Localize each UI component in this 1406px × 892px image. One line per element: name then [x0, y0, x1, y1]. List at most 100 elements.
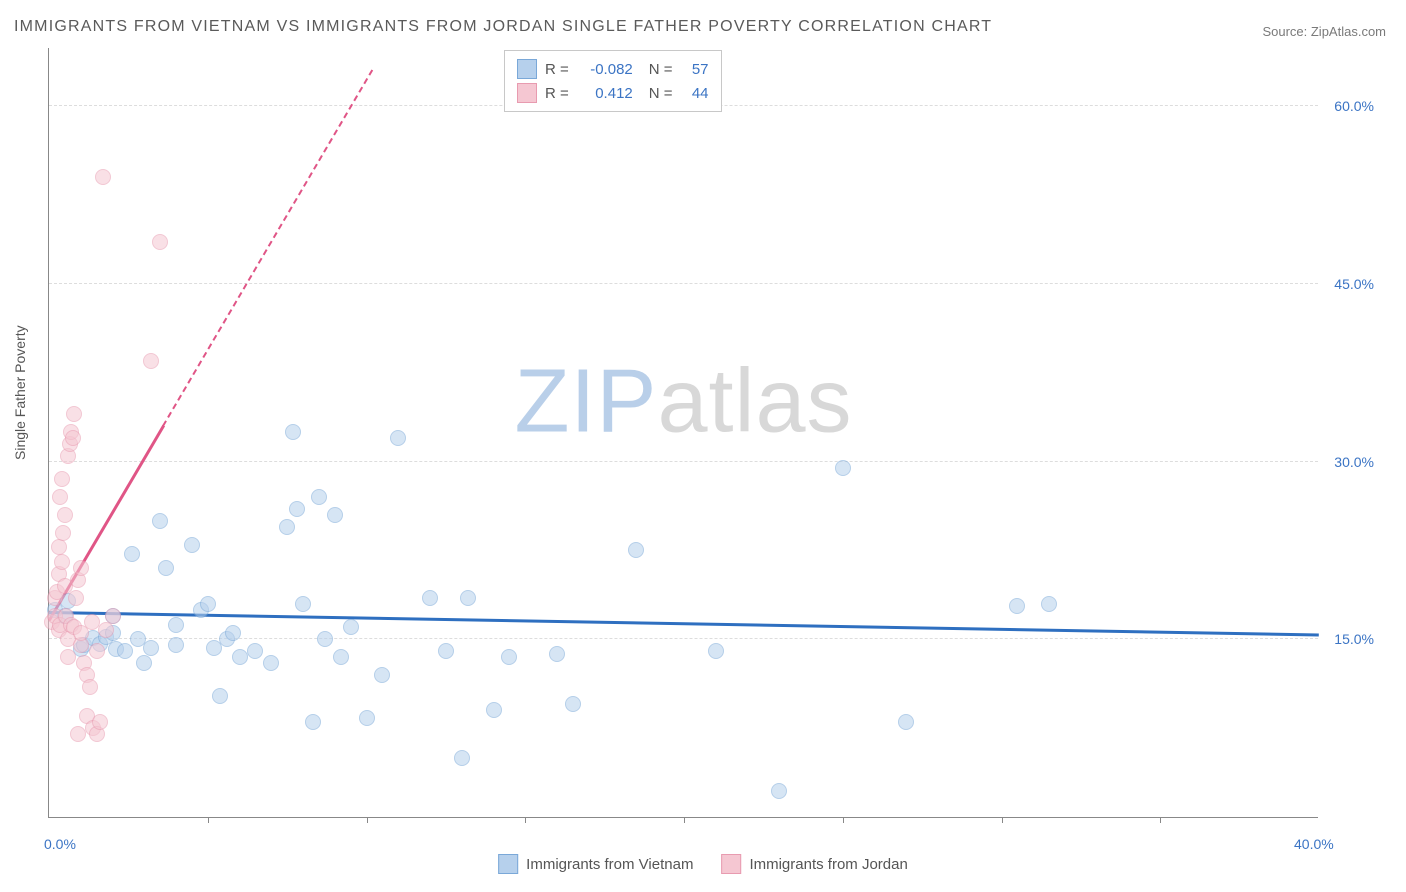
scatter-point: [168, 617, 184, 633]
scatter-point: [898, 714, 914, 730]
scatter-point: [54, 471, 70, 487]
scatter-point: [55, 525, 71, 541]
scatter-point: [317, 631, 333, 647]
scatter-point: [422, 590, 438, 606]
scatter-point: [1041, 596, 1057, 612]
scatter-point: [84, 614, 100, 630]
legend-n-value: 57: [681, 61, 709, 78]
legend-swatch: [517, 59, 537, 79]
scatter-point: [289, 501, 305, 517]
scatter-point: [68, 590, 84, 606]
legend-n-value: 44: [681, 85, 709, 102]
scatter-point: [225, 625, 241, 641]
scatter-point: [565, 696, 581, 712]
legend-series-item: Immigrants from Jordan: [721, 854, 907, 874]
chart-title: IMMIGRANTS FROM VIETNAM VS IMMIGRANTS FR…: [14, 18, 992, 36]
scatter-point: [359, 710, 375, 726]
legend-series: Immigrants from Vietnam Immigrants from J…: [498, 854, 908, 874]
scatter-point: [305, 714, 321, 730]
y-tick-label: 30.0%: [1334, 454, 1374, 470]
legend-stats-row: R = 0.412 N = 44: [517, 81, 709, 105]
legend-series-label: Immigrants from Vietnam: [526, 856, 693, 873]
scatter-point: [98, 622, 114, 638]
x-tick: [525, 817, 526, 823]
scatter-point: [51, 539, 67, 555]
scatter-point: [152, 513, 168, 529]
scatter-point: [460, 590, 476, 606]
scatter-point: [136, 655, 152, 671]
scatter-point: [549, 646, 565, 662]
gridline: [49, 283, 1318, 284]
scatter-point: [771, 783, 787, 799]
gridline: [49, 461, 1318, 462]
scatter-point: [57, 507, 73, 523]
y-tick-label: 45.0%: [1334, 276, 1374, 292]
scatter-point: [52, 489, 68, 505]
scatter-point: [333, 649, 349, 665]
scatter-point: [66, 406, 82, 422]
y-tick-label: 60.0%: [1334, 98, 1374, 114]
scatter-point: [124, 546, 140, 562]
x-tick: [684, 817, 685, 823]
trend-line: [162, 69, 373, 426]
legend-r-label: R =: [545, 85, 569, 102]
legend-r-value: 0.412: [577, 85, 633, 102]
scatter-point: [158, 560, 174, 576]
scatter-point: [73, 560, 89, 576]
legend-stats-row: R = -0.082 N = 57: [517, 57, 709, 81]
scatter-point: [143, 353, 159, 369]
y-tick-label: 15.0%: [1334, 631, 1374, 647]
scatter-point: [117, 643, 133, 659]
scatter-point: [184, 537, 200, 553]
scatter-point: [232, 649, 248, 665]
scatter-point: [212, 688, 228, 704]
scatter-point: [501, 649, 517, 665]
legend-stats: R = -0.082 N = 57 R = 0.412 N = 44: [504, 50, 722, 112]
x-tick: [1002, 817, 1003, 823]
scatter-point: [54, 554, 70, 570]
watermark-zip: ZIP: [514, 351, 657, 451]
legend-n-label: N =: [649, 61, 673, 78]
legend-series-item: Immigrants from Vietnam: [498, 854, 693, 874]
legend-n-label: N =: [649, 85, 673, 102]
scatter-point: [95, 169, 111, 185]
legend-r-value: -0.082: [577, 61, 633, 78]
scatter-point: [152, 234, 168, 250]
x-tick: [367, 817, 368, 823]
x-tick: [843, 817, 844, 823]
scatter-point: [454, 750, 470, 766]
scatter-point: [295, 596, 311, 612]
scatter-point: [708, 643, 724, 659]
scatter-point: [279, 519, 295, 535]
x-axis-max-label: 40.0%: [1294, 836, 1334, 852]
watermark: ZIPatlas: [514, 350, 852, 453]
scatter-point: [89, 643, 105, 659]
scatter-point: [247, 643, 263, 659]
legend-series-label: Immigrants from Jordan: [749, 856, 907, 873]
x-axis-min-label: 0.0%: [44, 836, 76, 852]
scatter-point: [311, 489, 327, 505]
gridline: [49, 638, 1318, 639]
x-tick: [208, 817, 209, 823]
scatter-point: [327, 507, 343, 523]
legend-swatch: [721, 854, 741, 874]
scatter-point: [374, 667, 390, 683]
scatter-point: [835, 460, 851, 476]
scatter-point: [390, 430, 406, 446]
scatter-point: [200, 596, 216, 612]
scatter-point: [65, 430, 81, 446]
scatter-point: [343, 619, 359, 635]
watermark-atlas: atlas: [657, 351, 852, 451]
plot-area: ZIPatlas 15.0%30.0%45.0%60.0%: [48, 48, 1318, 818]
scatter-point: [82, 679, 98, 695]
scatter-point: [1009, 598, 1025, 614]
legend-r-label: R =: [545, 61, 569, 78]
scatter-point: [438, 643, 454, 659]
scatter-point: [105, 608, 121, 624]
scatter-point: [70, 726, 86, 742]
scatter-point: [143, 640, 159, 656]
scatter-point: [285, 424, 301, 440]
scatter-point: [92, 714, 108, 730]
scatter-point: [486, 702, 502, 718]
legend-swatch: [517, 83, 537, 103]
